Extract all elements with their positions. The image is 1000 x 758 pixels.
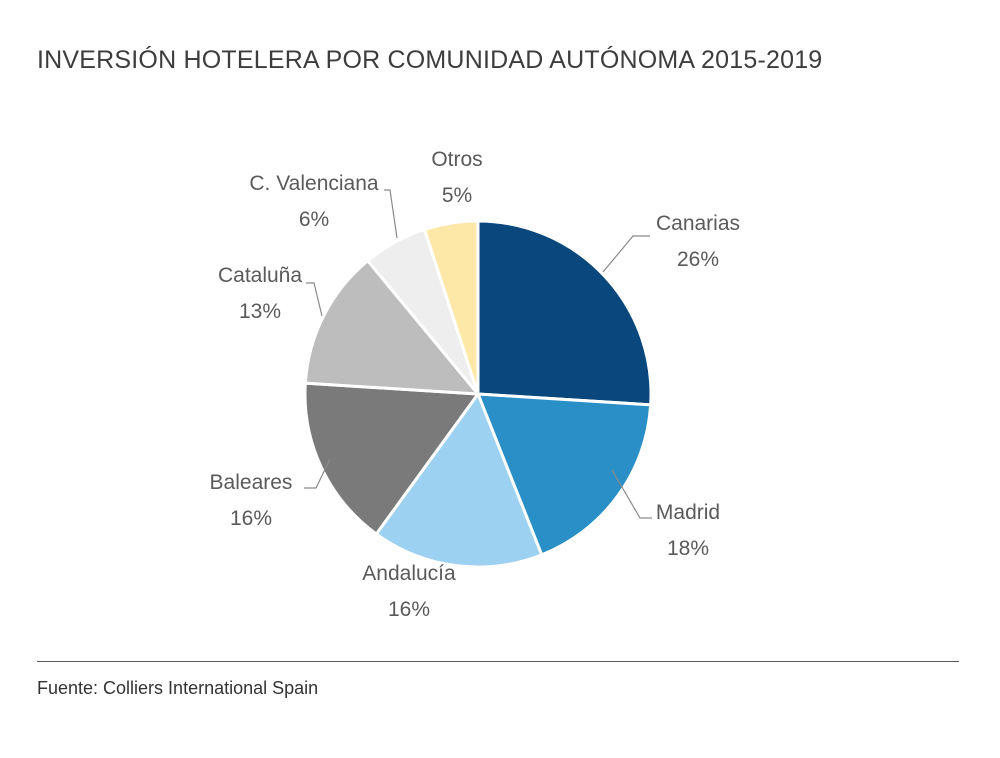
slice-value-otros: 5% — [442, 184, 472, 207]
pie-slice-canarias — [476, 219, 653, 407]
slice-label-andalucia: Andalucía — [362, 562, 456, 585]
slice-label-cataluna: Cataluña — [218, 264, 302, 287]
slice-value-andalucia: 16% — [388, 598, 430, 621]
leader-line-canarias — [602, 235, 650, 273]
slice-labels: Canarias 26% Madrid 18% Andalucía 16% Baleares… — [210, 148, 740, 621]
pie-slice-andalucia — [374, 392, 544, 569]
slice-label-otros: Otros — [431, 148, 482, 171]
pie-slice-cataluna — [303, 259, 480, 396]
slice-value-cataluna: 13% — [239, 300, 281, 323]
slice-value-c-valenciana: 6% — [299, 208, 329, 231]
slice-value-madrid: 18% — [667, 537, 709, 560]
chart-title: INVERSIÓN HOTELERA POR COMUNIDAD AUTÓNOM… — [37, 46, 823, 74]
leader-line-c-valenciana — [384, 189, 398, 239]
leader-lines — [304, 189, 652, 519]
pie-slice-baleares — [303, 381, 480, 536]
slice-label-canarias: Canarias — [656, 212, 740, 235]
slice-label-c-valenciana: C. Valenciana — [249, 172, 379, 195]
pie-slice-madrid — [476, 392, 653, 557]
leader-line-cataluna — [306, 282, 323, 317]
slice-value-baleares: 16% — [230, 507, 272, 530]
slice-label-baleares: Baleares — [210, 471, 293, 494]
slice-value-canarias: 26% — [677, 248, 719, 271]
source-note: Fuente: Colliers International Spain — [37, 678, 319, 698]
footer-divider — [37, 661, 959, 662]
slice-label-madrid: Madrid — [656, 501, 720, 524]
pie-slice-otros — [423, 219, 480, 396]
leader-line-madrid — [611, 469, 652, 519]
leader-line-baleares — [304, 458, 331, 489]
pie-slices — [303, 219, 653, 569]
